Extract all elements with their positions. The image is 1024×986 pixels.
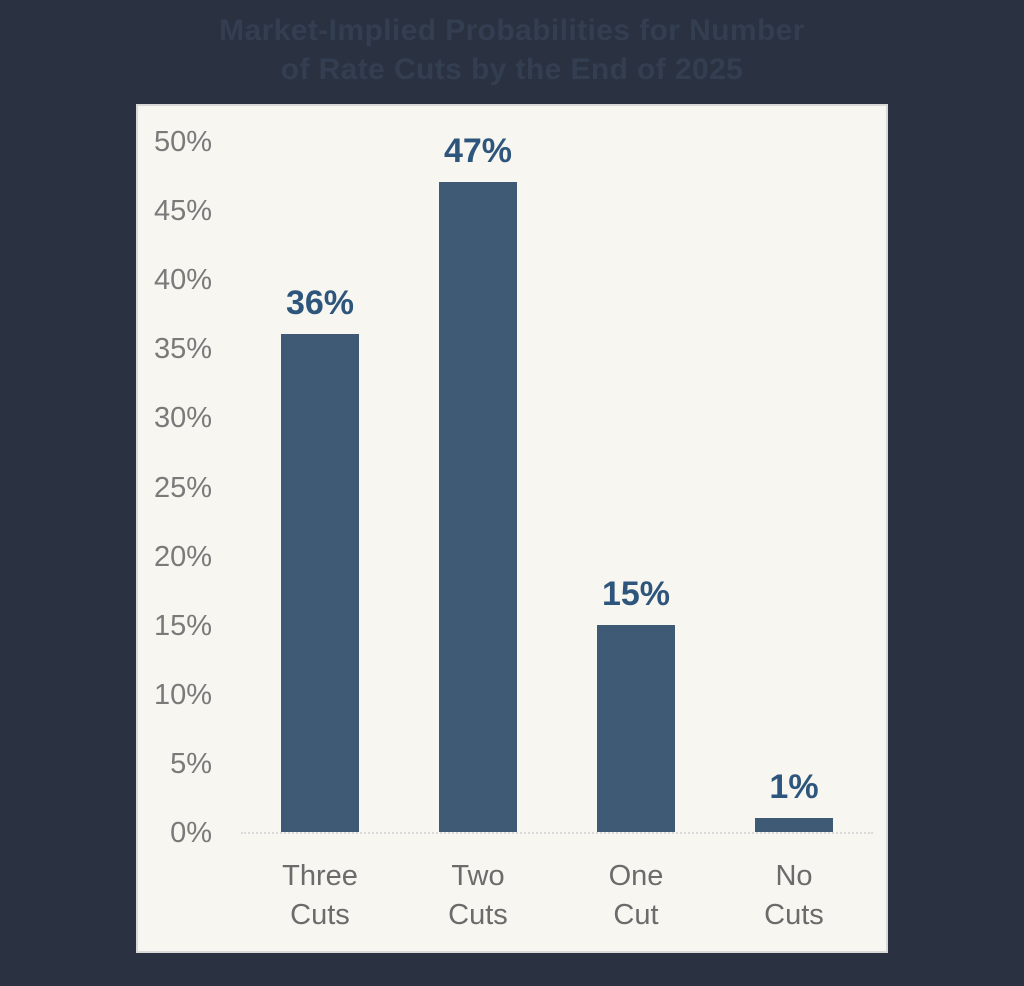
x-axis-category-label-three-cuts: Three Cuts xyxy=(282,860,358,931)
y-axis-tick-label: 20% xyxy=(153,540,212,573)
y-axis-tick-label: 0% xyxy=(170,816,212,849)
y-axis-tick-label: 35% xyxy=(153,333,212,366)
x-axis-category-label-no-cuts: No Cuts xyxy=(764,860,824,931)
bar-two-cuts xyxy=(439,182,517,832)
y-axis-tick-label: 10% xyxy=(153,678,212,711)
bar-value-label-no-cuts: 1% xyxy=(769,768,819,807)
chart-panel: 50% 45% 40% 35% 30% 25% 20% 15% 10% 5% 0% 36% Three … xyxy=(136,104,888,953)
x-axis-category-label-two-cuts: Two Cuts xyxy=(448,860,508,931)
y-axis-tick-label: 30% xyxy=(153,402,212,435)
y-axis-tick-label: 25% xyxy=(153,471,212,504)
y-axis-tick-label: 40% xyxy=(153,264,212,297)
y-axis-tick-label: 15% xyxy=(153,609,212,642)
bar-one-cut xyxy=(597,624,675,832)
y-axis-tick-label: 5% xyxy=(170,747,212,780)
bar-value-label-one-cut: 15% xyxy=(601,574,671,613)
bar-value-label-three-cuts: 36% xyxy=(285,284,355,323)
bar-value-label-two-cuts: 47% xyxy=(443,132,513,171)
bar-no-cuts xyxy=(755,818,833,832)
x-axis-category-label-one-cut: One Cut xyxy=(608,860,664,931)
y-axis-tick-label: 45% xyxy=(153,195,212,228)
chart-title: Market-Implied Probabilities for Number … xyxy=(219,14,805,86)
y-axis-tick-label: 50% xyxy=(153,125,212,158)
bar-three-cuts xyxy=(281,334,359,832)
x-axis-line xyxy=(241,832,873,834)
